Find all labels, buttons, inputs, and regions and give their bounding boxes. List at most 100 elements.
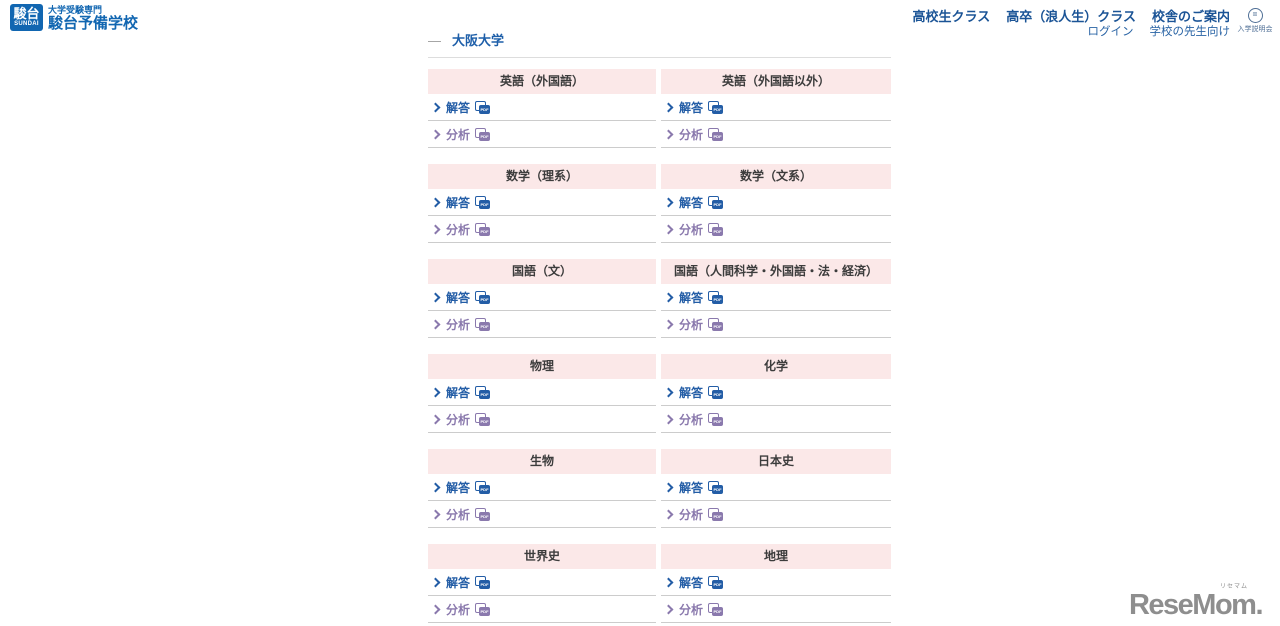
chevron-right-icon — [663, 414, 674, 424]
analysis-pdf-link[interactable]: 分析 PDF — [428, 311, 656, 338]
analysis-pdf-link[interactable]: 分析 PDF — [428, 406, 656, 433]
answer-pdf-link[interactable]: 解答 PDF — [428, 569, 656, 596]
analysis-pdf-link[interactable]: 分析 PDF — [661, 216, 891, 243]
answer-pdf-link[interactable]: 解答 PDF — [428, 379, 656, 406]
subject-card: 日本史 解答 PDF 分析 PDF — [661, 449, 891, 528]
logo-romaji: SUNDAI — [14, 21, 39, 27]
answer-pdf-link[interactable]: 解答 PDF — [428, 474, 656, 501]
chevron-right-icon — [663, 224, 674, 234]
pdf-new-window-icon: PDF — [708, 317, 724, 331]
analysis-link-label: 分析 — [446, 412, 471, 427]
pdf-new-window-icon: PDF — [708, 100, 724, 114]
nav-for-teachers[interactable]: 学校の先生向け — [1149, 26, 1231, 38]
subject-card: 国語（文） 解答 PDF 分析 PDF — [428, 259, 656, 338]
secondary-nav: ログイン 学校の先生向け — [1088, 23, 1231, 39]
subject-card: 世界史 解答 PDF 分析 PDF — [428, 544, 656, 623]
admission-seminar-button[interactable]: = 入学説明会 — [1234, 4, 1276, 34]
pdf-new-window-icon: PDF — [708, 575, 724, 589]
sundai-logo-mark-icon: 駿台 SUNDAI — [10, 4, 43, 31]
nav-login[interactable]: ログイン — [1087, 26, 1134, 38]
answer-link-label: 解答 — [446, 100, 471, 115]
answer-pdf-link[interactable]: 解答 PDF — [661, 569, 891, 596]
answer-link-label: 解答 — [679, 100, 704, 115]
pdf-new-window-icon: PDF — [475, 575, 491, 589]
analysis-pdf-link[interactable]: 分析 PDF — [428, 501, 656, 528]
chevron-right-icon — [663, 319, 674, 329]
logo-school-name: 駿台予備学校 — [48, 15, 139, 32]
pdf-new-window-icon: PDF — [475, 412, 491, 426]
chevron-right-icon — [430, 129, 441, 139]
pdf-new-window-icon: PDF — [708, 385, 724, 399]
subject-card: 数学（理系） 解答 PDF 分析 PDF — [428, 164, 656, 243]
analysis-pdf-link[interactable]: 分析 PDF — [661, 406, 891, 433]
subject-header: 英語（外国語以外） — [661, 69, 891, 94]
subject-header: 国語（文） — [428, 259, 656, 284]
answer-pdf-link[interactable]: 解答 PDF — [661, 284, 891, 311]
nav-graduate-class[interactable]: 高卒（浪人生）クラス — [1006, 9, 1136, 24]
answer-pdf-link[interactable]: 解答 PDF — [661, 379, 891, 406]
answer-pdf-link[interactable]: 解答 PDF — [428, 94, 656, 121]
subject-header: 英語（外国語） — [428, 69, 656, 94]
nav-highschool-class[interactable]: 高校生クラス — [912, 9, 991, 24]
answer-link-label: 解答 — [679, 195, 704, 210]
analysis-pdf-link[interactable]: 分析 PDF — [428, 121, 656, 148]
subject-card: 地理 解答 PDF 分析 PDF — [661, 544, 891, 623]
chevron-right-icon — [663, 482, 674, 492]
subject-header: 化学 — [661, 354, 891, 379]
answer-link-label: 解答 — [446, 290, 471, 305]
pdf-new-window-icon: PDF — [475, 127, 491, 141]
chevron-right-icon — [430, 292, 441, 302]
pdf-new-window-icon: PDF — [475, 195, 491, 209]
answer-link-label: 解答 — [446, 385, 471, 400]
chevron-right-icon — [430, 577, 441, 587]
chevron-right-icon — [430, 482, 441, 492]
subject-card: 物理 解答 PDF 分析 PDF — [428, 354, 656, 433]
chevron-right-icon — [430, 387, 441, 397]
subjects-grid: 英語（外国語） 解答 PDF 分析 PDF 英語（外国語以外） 解答 PDF — [428, 69, 891, 623]
chevron-right-icon — [430, 414, 441, 424]
analysis-pdf-link[interactable]: 分析 PDF — [661, 121, 891, 148]
chevron-right-icon — [430, 102, 441, 112]
chevron-right-icon — [663, 387, 674, 397]
subject-card: 数学（文系） 解答 PDF 分析 PDF — [661, 164, 891, 243]
pdf-new-window-icon: PDF — [475, 385, 491, 399]
pdf-new-window-icon: PDF — [708, 602, 724, 616]
answer-pdf-link[interactable]: 解答 PDF — [661, 474, 891, 501]
pdf-new-window-icon: PDF — [708, 127, 724, 141]
analysis-link-label: 分析 — [679, 317, 704, 332]
sundai-logo[interactable]: 駿台 SUNDAI 大学受験専門 駿台予備学校 — [10, 4, 138, 32]
answer-pdf-link[interactable]: 解答 PDF — [661, 94, 891, 121]
analysis-pdf-link[interactable]: 分析 PDF — [661, 311, 891, 338]
answer-pdf-link[interactable]: 解答 PDF — [428, 284, 656, 311]
analysis-link-label: 分析 — [446, 222, 471, 237]
logo-text: 大学受験専門 駿台予備学校 — [48, 4, 138, 32]
subject-card: 国語（人間科学・外国語・法・経済） 解答 PDF 分析 PDF — [661, 259, 891, 338]
subject-header: 数学（理系） — [428, 164, 656, 189]
chevron-right-icon — [663, 509, 674, 519]
subject-card: 化学 解答 PDF 分析 PDF — [661, 354, 891, 433]
pdf-new-window-icon: PDF — [708, 290, 724, 304]
analysis-pdf-link[interactable]: 分析 PDF — [661, 501, 891, 528]
analysis-pdf-link[interactable]: 分析 PDF — [428, 596, 656, 623]
subject-card: 生物 解答 PDF 分析 PDF — [428, 449, 656, 528]
answer-pdf-link[interactable]: 解答 PDF — [661, 189, 891, 216]
pdf-new-window-icon: PDF — [708, 480, 724, 494]
subject-header: 地理 — [661, 544, 891, 569]
nav-school-guide[interactable]: 校舎のご案内 — [1151, 9, 1230, 24]
chevron-right-icon — [663, 292, 674, 302]
chevron-right-icon — [663, 577, 674, 587]
primary-nav: 高校生クラス 高卒（浪人生）クラス 校舎のご案内 — [912, 6, 1230, 25]
top-header-bar: 駿台 SUNDAI 大学受験専門 駿台予備学校 高校生クラス 高卒（浪人生）クラ… — [0, 0, 1280, 40]
answer-link-label: 解答 — [679, 290, 704, 305]
chevron-right-icon — [663, 102, 674, 112]
chevron-right-icon — [663, 197, 674, 207]
admission-seminar-label: 入学説明会 — [1237, 25, 1273, 33]
chevron-right-icon — [430, 197, 441, 207]
pdf-new-window-icon: PDF — [475, 100, 491, 114]
answer-link-label: 解答 — [446, 195, 471, 210]
subject-header: 数学（文系） — [661, 164, 891, 189]
answer-pdf-link[interactable]: 解答 PDF — [428, 189, 656, 216]
analysis-pdf-link[interactable]: 分析 PDF — [428, 216, 656, 243]
answer-link-label: 解答 — [446, 480, 471, 495]
analysis-pdf-link[interactable]: 分析 PDF — [661, 596, 891, 623]
